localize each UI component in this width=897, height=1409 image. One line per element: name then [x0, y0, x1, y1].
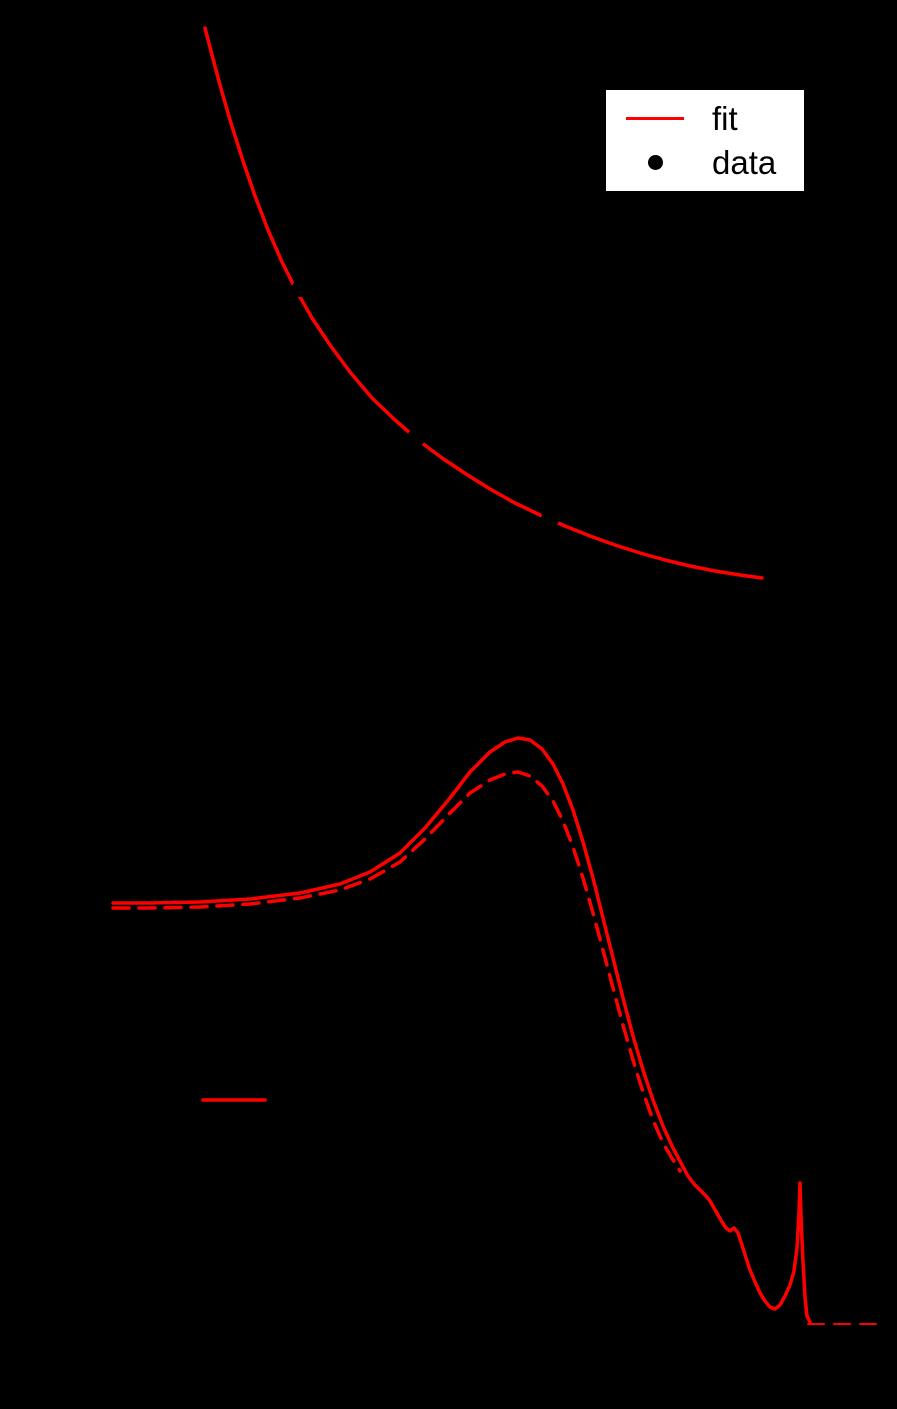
data-dot-icon [647, 155, 663, 171]
legend-data-marker-area [624, 155, 686, 171]
legend: fit data [604, 88, 806, 193]
legend-fit-label: fit [712, 99, 738, 137]
series-data-point [292, 279, 310, 297]
fit-line-icon [626, 116, 684, 120]
legend-row-fit: fit [624, 96, 786, 140]
legend-fit-marker-area [624, 116, 686, 120]
legend-row-data: data [624, 141, 786, 185]
series-fit-dashed [111, 770, 682, 1173]
series-data-point [541, 510, 559, 528]
series-data-point [407, 429, 425, 447]
series-fit-solid [111, 736, 812, 1324]
legend-data-label: data [712, 144, 777, 182]
